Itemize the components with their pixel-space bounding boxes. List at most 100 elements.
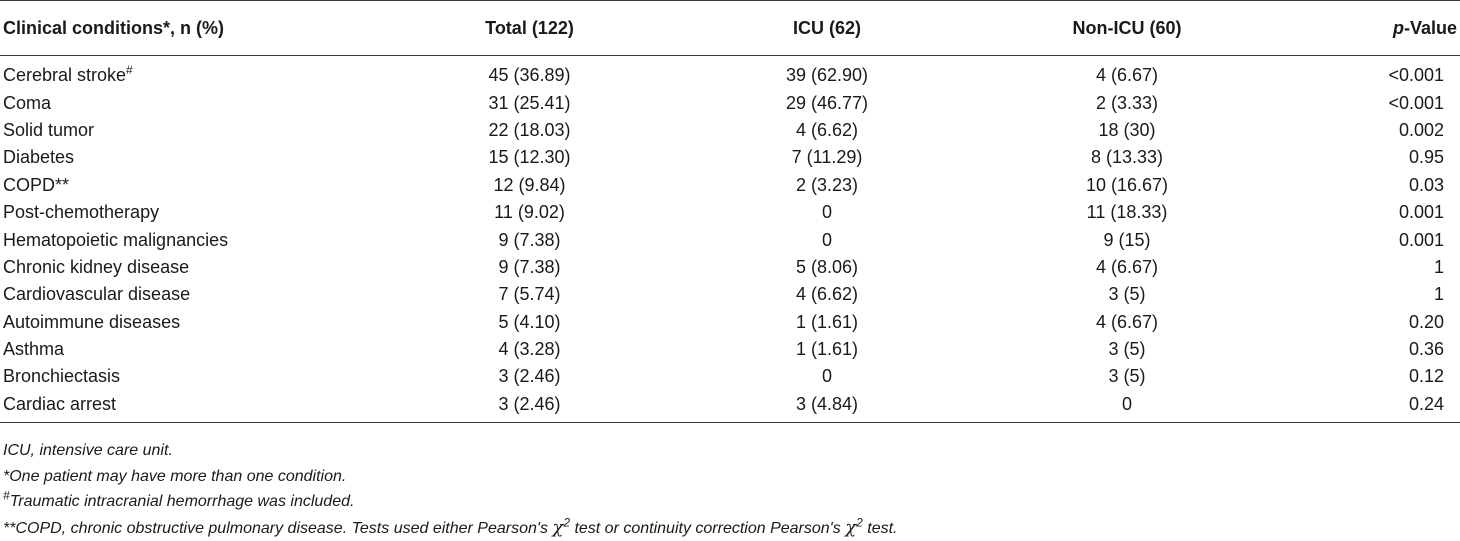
condition-name: Cardiovascular disease bbox=[3, 284, 190, 304]
chi-squared-superscript: 2 bbox=[856, 515, 863, 529]
header-p-italic: p bbox=[1393, 18, 1404, 38]
cell-total: 15 (12.30) bbox=[382, 144, 677, 171]
cell-p-value: 0.001 bbox=[1277, 199, 1460, 226]
cell-icu: 5 (8.06) bbox=[677, 254, 977, 281]
cell-icu: 7 (11.29) bbox=[677, 144, 977, 171]
condition-name: Solid tumor bbox=[3, 120, 94, 140]
cell-total: 9 (7.38) bbox=[382, 254, 677, 281]
cell-icu: 1 (1.61) bbox=[677, 336, 977, 363]
table-row: Cardiac arrest 3 (2.46) 3 (4.84) 0 0.24 bbox=[0, 391, 1460, 423]
cell-total: 3 (2.46) bbox=[382, 363, 677, 390]
cell-p-value: 0.24 bbox=[1277, 391, 1460, 423]
condition-name: Post-chemotherapy bbox=[3, 202, 159, 222]
cell-icu: 4 (6.62) bbox=[677, 117, 977, 144]
table-footnotes: ICU, intensive care unit. *One patient m… bbox=[3, 438, 897, 540]
cell-total: 22 (18.03) bbox=[382, 117, 677, 144]
condition-name: Bronchiectasis bbox=[3, 366, 120, 386]
table-row: Solid tumor 22 (18.03) 4 (6.62) 18 (30) 0.00… bbox=[0, 117, 1460, 144]
table-row: Cerebral stroke# 45 (36.89) 39 (62.90) 4 (6… bbox=[0, 56, 1460, 90]
table-row: Post-chemotherapy 11 (9.02) 0 11 (18.33) 0.0… bbox=[0, 199, 1460, 226]
header-non-icu: Non-ICU (60) bbox=[977, 1, 1277, 56]
footnote-copd-part-b: test or continuity correction Pearson's bbox=[570, 520, 845, 537]
footnote-copd: **COPD, chronic obstructive pulmonary di… bbox=[3, 515, 897, 541]
cell-icu: 4 (6.62) bbox=[677, 281, 977, 308]
footnote-copd-part-c: test. bbox=[863, 520, 898, 537]
cell-condition: Autoimmune diseases bbox=[0, 309, 382, 336]
cell-icu: 0 bbox=[677, 226, 977, 253]
cell-p-value: <0.001 bbox=[1277, 56, 1460, 90]
clinical-conditions-table-container: Clinical conditions*, n (%) Total (122) … bbox=[0, 0, 1460, 423]
chi-squared-superscript: 2 bbox=[563, 515, 570, 529]
table-row: Coma 31 (25.41) 29 (46.77) 2 (3.33) <0.001 bbox=[0, 89, 1460, 116]
table-body: Cerebral stroke# 45 (36.89) 39 (62.90) 4 (6… bbox=[0, 56, 1460, 423]
cell-total: 7 (5.74) bbox=[382, 281, 677, 308]
cell-condition: Cerebral stroke# bbox=[0, 56, 382, 90]
condition-name: Asthma bbox=[3, 339, 64, 359]
header-icu: ICU (62) bbox=[677, 1, 977, 56]
chi-symbol: χ bbox=[845, 517, 856, 538]
table-row: Cardiovascular disease 7 (5.74) 4 (6.62) 3 … bbox=[0, 281, 1460, 308]
cell-condition: COPD** bbox=[0, 172, 382, 199]
cell-non-icu: 11 (18.33) bbox=[977, 199, 1277, 226]
cell-icu: 0 bbox=[677, 199, 977, 226]
cell-p-value: 0.001 bbox=[1277, 226, 1460, 253]
cell-total: 11 (9.02) bbox=[382, 199, 677, 226]
condition-name: Cardiac arrest bbox=[3, 394, 116, 414]
cell-non-icu: 0 bbox=[977, 391, 1277, 423]
table-row: Diabetes 15 (12.30) 7 (11.29) 8 (13.33) 0.95 bbox=[0, 144, 1460, 171]
cell-total: 9 (7.38) bbox=[382, 226, 677, 253]
cell-non-icu: 4 (6.67) bbox=[977, 254, 1277, 281]
cell-non-icu: 3 (5) bbox=[977, 281, 1277, 308]
condition-name: Hematopoietic malignancies bbox=[3, 230, 228, 250]
table-row: Asthma 4 (3.28) 1 (1.61) 3 (5) 0.36 bbox=[0, 336, 1460, 363]
condition-name: Cerebral stroke bbox=[3, 65, 126, 85]
cell-p-value: 0.20 bbox=[1277, 309, 1460, 336]
table-row: Chronic kidney disease 9 (7.38) 5 (8.06) 4 … bbox=[0, 254, 1460, 281]
condition-name: Autoimmune diseases bbox=[3, 312, 180, 332]
cell-condition: Chronic kidney disease bbox=[0, 254, 382, 281]
table-row: COPD** 12 (9.84) 2 (3.23) 10 (16.67) 0.03 bbox=[0, 172, 1460, 199]
cell-icu: 0 bbox=[677, 363, 977, 390]
cell-condition: Solid tumor bbox=[0, 117, 382, 144]
cell-condition: Bronchiectasis bbox=[0, 363, 382, 390]
cell-total: 3 (2.46) bbox=[382, 391, 677, 423]
cell-non-icu: 3 (5) bbox=[977, 363, 1277, 390]
cell-icu: 2 (3.23) bbox=[677, 172, 977, 199]
cell-non-icu: 8 (13.33) bbox=[977, 144, 1277, 171]
cell-non-icu: 10 (16.67) bbox=[977, 172, 1277, 199]
header-p-value: p-Value bbox=[1277, 1, 1460, 56]
footnote-hash-text: Traumatic intracranial hemorrhage was in… bbox=[10, 493, 355, 510]
condition-name: COPD** bbox=[3, 175, 69, 195]
cell-icu: 3 (4.84) bbox=[677, 391, 977, 423]
cell-condition: Cardiac arrest bbox=[0, 391, 382, 423]
cell-non-icu: 3 (5) bbox=[977, 336, 1277, 363]
cell-condition: Asthma bbox=[0, 336, 382, 363]
cell-p-value: 0.03 bbox=[1277, 172, 1460, 199]
cell-condition: Post-chemotherapy bbox=[0, 199, 382, 226]
cell-p-value: 0.12 bbox=[1277, 363, 1460, 390]
cell-icu: 1 (1.61) bbox=[677, 309, 977, 336]
cell-p-value: 0.95 bbox=[1277, 144, 1460, 171]
footnote-hash: #Traumatic intracranial hemorrhage was i… bbox=[3, 489, 897, 515]
cell-non-icu: 4 (6.67) bbox=[977, 309, 1277, 336]
chi-symbol: χ bbox=[552, 517, 563, 538]
cell-total: 5 (4.10) bbox=[382, 309, 677, 336]
header-condition: Clinical conditions*, n (%) bbox=[0, 1, 382, 56]
cell-condition: Cardiovascular disease bbox=[0, 281, 382, 308]
condition-name: Chronic kidney disease bbox=[3, 257, 189, 277]
table-row: Autoimmune diseases 5 (4.10) 1 (1.61) 4 (6.… bbox=[0, 309, 1460, 336]
cell-non-icu: 18 (30) bbox=[977, 117, 1277, 144]
clinical-conditions-table: Clinical conditions*, n (%) Total (122) … bbox=[0, 0, 1460, 423]
condition-name: Coma bbox=[3, 93, 51, 113]
cell-non-icu: 9 (15) bbox=[977, 226, 1277, 253]
cell-icu: 29 (46.77) bbox=[677, 89, 977, 116]
table-row: Hematopoietic malignancies 9 (7.38) 0 9 (15… bbox=[0, 226, 1460, 253]
cell-non-icu: 4 (6.67) bbox=[977, 56, 1277, 90]
cell-total: 31 (25.41) bbox=[382, 89, 677, 116]
table-header-row: Clinical conditions*, n (%) Total (122) … bbox=[0, 1, 1460, 56]
cell-total: 45 (36.89) bbox=[382, 56, 677, 90]
cell-p-value: 1 bbox=[1277, 254, 1460, 281]
footnote-icu: ICU, intensive care unit. bbox=[3, 438, 897, 464]
header-p-rest: -Value bbox=[1404, 18, 1457, 38]
cell-p-value: 1 bbox=[1277, 281, 1460, 308]
